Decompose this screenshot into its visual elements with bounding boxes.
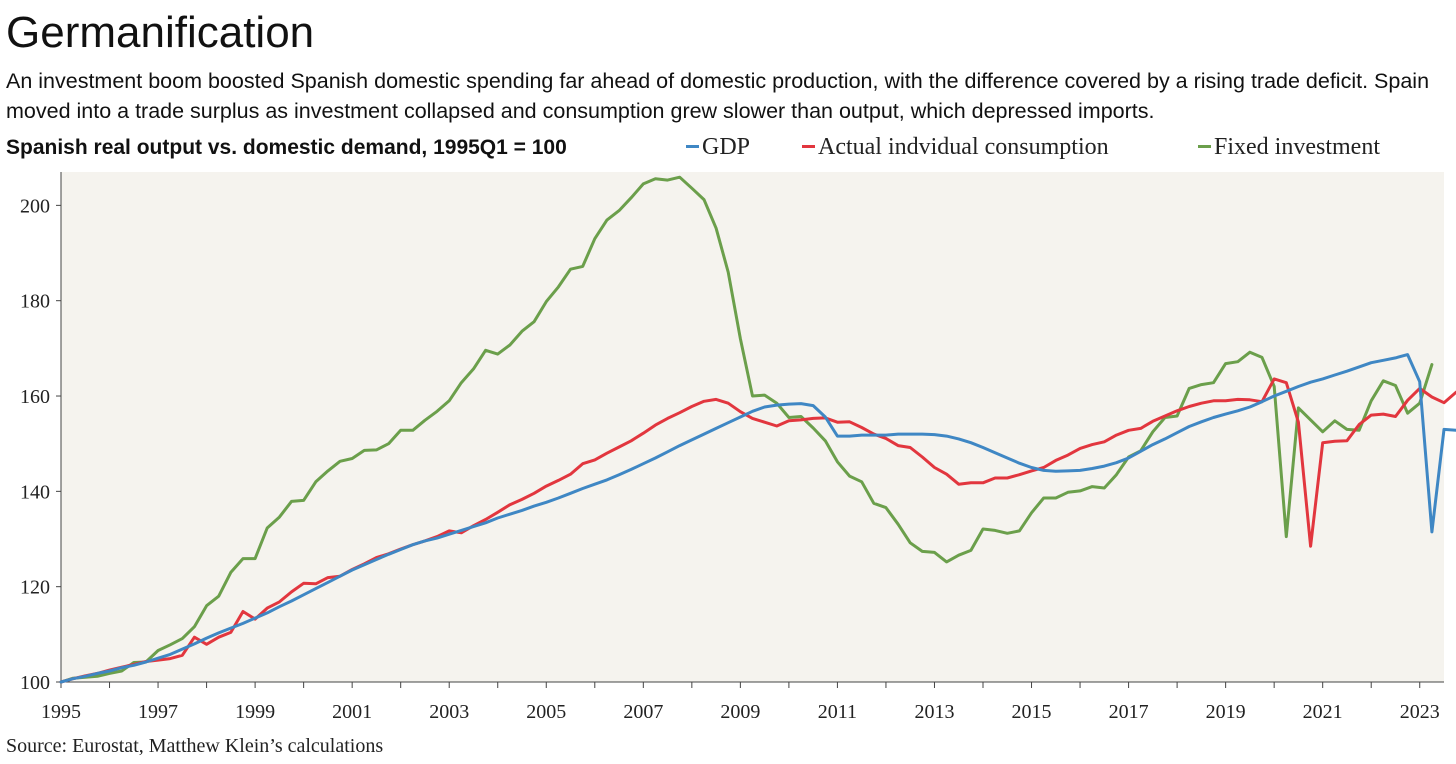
y-tick-label: 120 bbox=[20, 577, 50, 599]
source-note: Source: Eurostat, Matthew Klein’s calcul… bbox=[6, 735, 384, 757]
x-tick-label: 2013 bbox=[914, 701, 954, 723]
series-line-fixed-investment bbox=[59, 175, 1434, 684]
y-tick-label: 100 bbox=[20, 672, 50, 694]
legend-label-investment: Fixed investment bbox=[1214, 134, 1380, 160]
x-tick-label: 2017 bbox=[1109, 701, 1149, 723]
chart-subtitle: An investment boom boosted Spanish domes… bbox=[6, 69, 1430, 123]
legend-label-consumption: Actual indvidual consumption bbox=[818, 134, 1109, 160]
legend-item-investment: Fixed investment bbox=[1198, 134, 1380, 161]
chart-title: Germanification bbox=[6, 8, 315, 57]
x-tick-label: 2001 bbox=[332, 701, 372, 723]
x-tick-label: 2007 bbox=[623, 701, 663, 723]
x-tick-label: 2019 bbox=[1206, 701, 1246, 723]
x-tick-label: 1995 bbox=[41, 701, 81, 723]
x-tick-label: 1999 bbox=[235, 701, 275, 723]
x-tick-label: 1997 bbox=[138, 701, 178, 723]
y-tick-label: 200 bbox=[20, 195, 50, 217]
y-tick-label: 160 bbox=[20, 386, 50, 408]
legend-item-gdp: GDP bbox=[686, 134, 750, 161]
legend-swatch-gdp bbox=[686, 144, 699, 148]
x-tick-label: 2023 bbox=[1400, 701, 1440, 723]
legend-swatch-consumption bbox=[802, 144, 815, 148]
x-tick-label: 2005 bbox=[526, 701, 566, 723]
chart-heading: Spanish real output vs. domestic demand,… bbox=[6, 136, 567, 159]
x-tick-label: 2003 bbox=[429, 701, 469, 723]
x-tick-label: 2009 bbox=[720, 701, 760, 723]
y-tick-label: 140 bbox=[20, 481, 50, 503]
legend-label-gdp: GDP bbox=[702, 134, 751, 160]
x-tick-label: 2021 bbox=[1303, 701, 1343, 723]
plot-area bbox=[61, 172, 1444, 682]
series-line-actual-indvidual-consumption bbox=[59, 377, 1456, 684]
x-tick-label: 2011 bbox=[818, 701, 857, 723]
series-line-gdp bbox=[59, 353, 1456, 684]
legend-item-consumption: Actual indvidual consumption bbox=[802, 134, 1109, 161]
legend-swatch-investment bbox=[1198, 144, 1211, 148]
x-tick-label: 2015 bbox=[1012, 701, 1052, 723]
y-tick-label: 180 bbox=[20, 291, 50, 313]
